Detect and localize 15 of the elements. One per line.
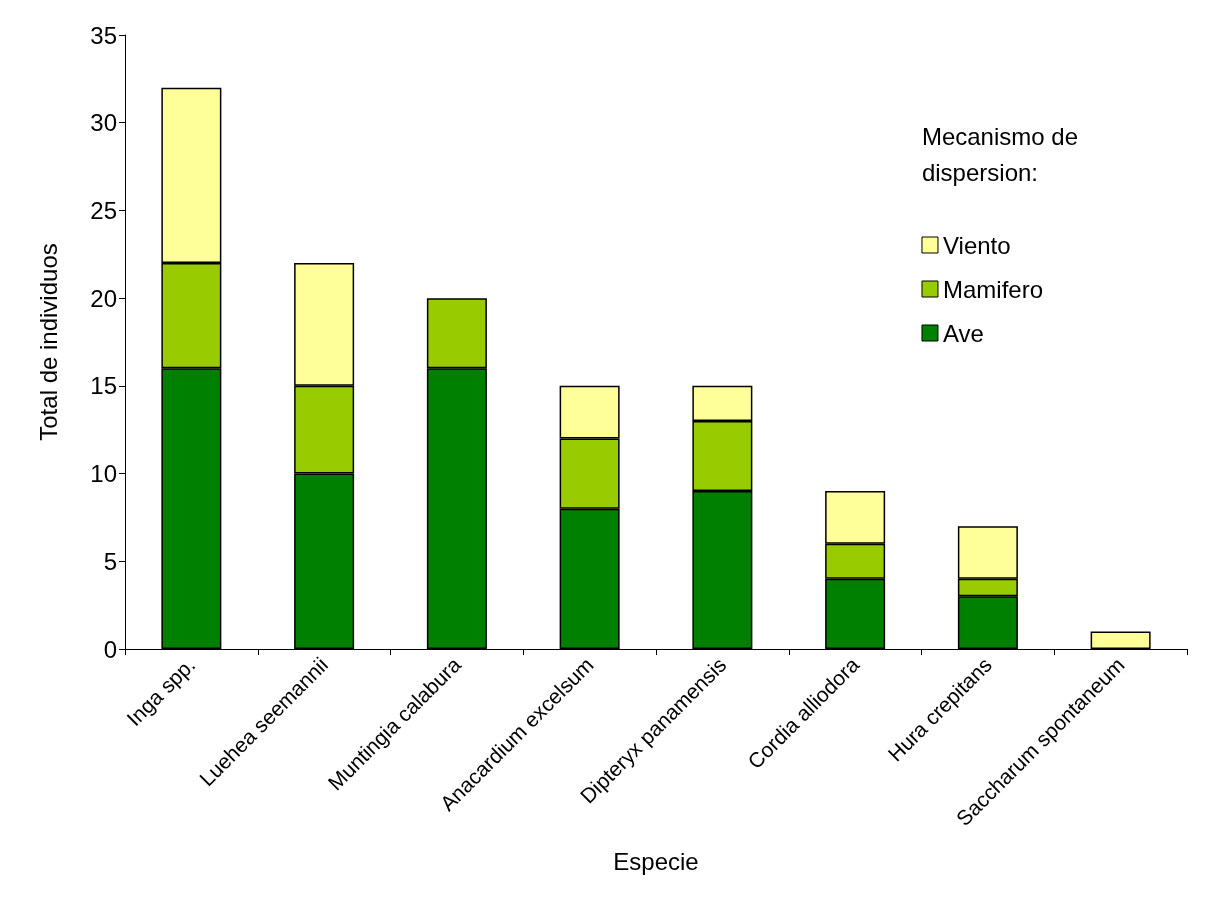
y-tick-label: 5	[103, 547, 117, 575]
y-tick-label: 25	[90, 196, 117, 224]
y-axis-title: Total de individuos	[34, 243, 62, 441]
y-tick-label: 0	[103, 635, 117, 663]
legend-label: Ave	[942, 319, 984, 347]
y-tick-label: 30	[90, 109, 117, 137]
y-tick-label: 35	[90, 21, 117, 49]
legend-label: Viento	[942, 231, 1011, 259]
y-tick-label: 20	[90, 284, 117, 312]
y-tick-label: 10	[90, 460, 117, 488]
legend-title: Mecanismo de dispersion:	[921, 122, 1079, 186]
x-tick-label: Inga spp.	[122, 652, 200, 731]
y-tick-label: 15	[90, 372, 117, 400]
legend-label: Mamifero	[942, 275, 1044, 303]
x-axis-title: Especie	[613, 847, 699, 875]
